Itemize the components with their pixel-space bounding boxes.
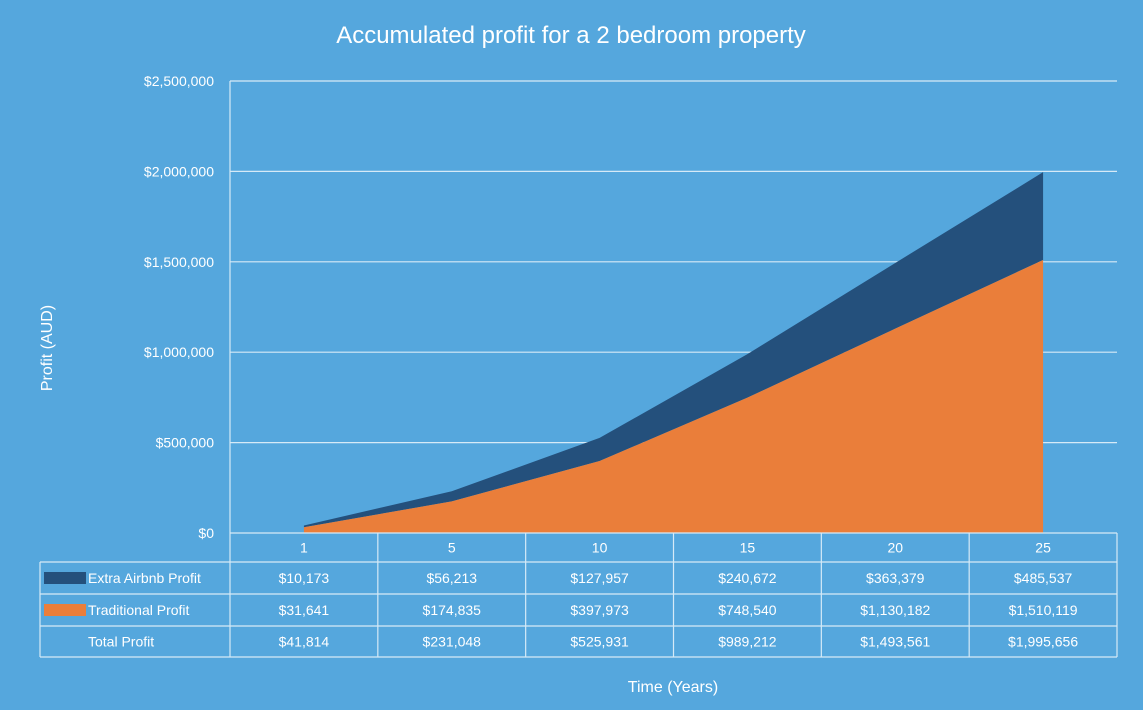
x-tick-label: 1 bbox=[300, 540, 308, 556]
plot-area bbox=[303, 172, 1044, 533]
data-label-total: $989,212 bbox=[718, 634, 777, 650]
legend-swatch-traditional bbox=[44, 604, 86, 616]
data-label-extra-airbnb: $10,173 bbox=[279, 570, 330, 586]
legend-label-total: Total Profit bbox=[88, 634, 154, 650]
data-label-extra-airbnb: $56,213 bbox=[426, 570, 477, 586]
x-tick-label: 5 bbox=[448, 540, 456, 556]
data-label-traditional: $397,973 bbox=[570, 602, 629, 618]
data-label-total: $231,048 bbox=[423, 634, 482, 650]
data-label-traditional: $748,540 bbox=[718, 602, 777, 618]
legend-label-traditional: Traditional Profit bbox=[88, 602, 190, 618]
data-label-traditional: $31,641 bbox=[279, 602, 330, 618]
y-tick-label: $2,000,000 bbox=[144, 163, 214, 179]
chart-title: Accumulated profit for a 2 bedroom prope… bbox=[336, 22, 806, 49]
y-tick-label: $0 bbox=[198, 525, 214, 541]
x-tick-label: 15 bbox=[740, 540, 756, 556]
data-label-total: $1,493,561 bbox=[860, 634, 930, 650]
area-traditional-profit bbox=[303, 259, 1044, 533]
legend-swatch-extra-airbnb bbox=[44, 572, 86, 584]
data-label-extra-airbnb: $485,537 bbox=[1014, 570, 1073, 586]
legend-label-extra-airbnb: Extra Airbnb Profit bbox=[88, 570, 201, 586]
y-tick-label: $2,500,000 bbox=[144, 73, 214, 89]
data-label-total: $525,931 bbox=[570, 634, 629, 650]
y-tick-label: $1,500,000 bbox=[144, 254, 214, 270]
y-tick-label: $500,000 bbox=[156, 435, 215, 451]
data-label-total: $1,995,656 bbox=[1008, 634, 1078, 650]
y-tick-label: $1,000,000 bbox=[144, 344, 214, 360]
data-label-traditional: $1,510,119 bbox=[1009, 602, 1078, 618]
data-label-extra-airbnb: $363,379 bbox=[866, 570, 925, 586]
x-tick-label: 10 bbox=[592, 540, 608, 556]
data-label-traditional: $174,835 bbox=[423, 602, 482, 618]
y-axis-ticks: $0 $500,000 $1,000,000 $1,500,000 $2,000,000… bbox=[144, 73, 214, 541]
data-label-traditional: $1,130,182 bbox=[860, 602, 930, 618]
data-label-extra-airbnb: $127,957 bbox=[570, 570, 629, 586]
x-tick-label: 20 bbox=[887, 540, 903, 556]
x-axis-label: Time (Years) bbox=[628, 679, 718, 696]
data-label-total: $41,814 bbox=[279, 634, 330, 650]
y-axis-label: Profit (AUD) bbox=[39, 305, 56, 391]
data-label-extra-airbnb: $240,672 bbox=[718, 570, 777, 586]
x-tick-label: 25 bbox=[1035, 540, 1051, 556]
